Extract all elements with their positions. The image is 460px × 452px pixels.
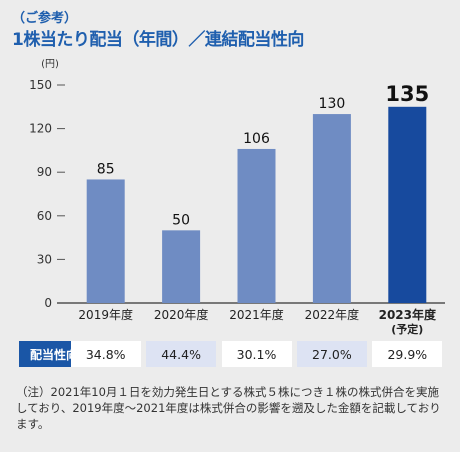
y-tick-label: 150 xyxy=(29,78,52,92)
y-tick-label: 90 xyxy=(37,165,52,179)
y-tick-label: 0 xyxy=(44,296,52,310)
y-axis-unit-label: (円) xyxy=(41,59,59,70)
x-category-label: 2019年度 xyxy=(78,307,133,322)
chart-title: 1株当たり配当（年間）／連結配当性向 xyxy=(12,30,304,50)
x-category-label: 2022年度 xyxy=(305,307,360,322)
footnote: （注）2021年10月１日を効力発生日とする株式５株につき１株の株式併合を実施し… xyxy=(16,385,441,431)
bar-value-label: 50 xyxy=(172,212,190,228)
x-category-note: (予定) xyxy=(391,322,423,336)
bar xyxy=(388,106,427,303)
y-tick-label: 60 xyxy=(37,209,52,223)
bar-value-label: 130 xyxy=(319,96,346,112)
bar xyxy=(237,148,276,303)
y-tick-label: 120 xyxy=(29,122,52,136)
bar-value-label: 85 xyxy=(97,161,115,177)
x-category-label: 2023年度 xyxy=(379,307,437,322)
bar xyxy=(162,230,201,303)
payout-ratio-cell: 27.0% xyxy=(296,341,367,367)
payout-ratio-cell: 44.4% xyxy=(146,341,217,367)
y-tick-label: 30 xyxy=(37,252,52,266)
dividend-bar-chart: (円) 0 30 60 90 120 150 85 2019年度 50 2020年度 106 2021年… xyxy=(29,59,445,336)
bar xyxy=(86,179,125,303)
payout-ratio-cell: 30.1% xyxy=(221,341,292,367)
x-category-label: 2021年度 xyxy=(229,307,284,322)
x-category-label: 2020年度 xyxy=(154,307,209,322)
bar-value-label: 135 xyxy=(385,82,429,106)
payout-ratio-cell: 29.9% xyxy=(372,341,443,367)
bar xyxy=(312,114,351,303)
chart-subtitle: （ご参考） xyxy=(12,11,78,26)
bar-value-label: 106 xyxy=(243,131,270,147)
payout-ratio-cell: 34.8% xyxy=(70,341,141,367)
